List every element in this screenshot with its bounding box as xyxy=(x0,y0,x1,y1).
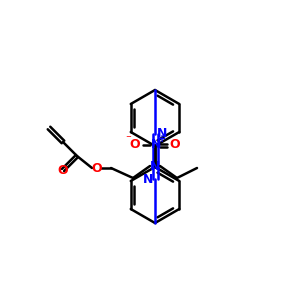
Text: N: N xyxy=(143,172,153,186)
Text: +: + xyxy=(158,134,166,144)
Text: O: O xyxy=(170,139,180,152)
Text: O: O xyxy=(92,161,102,175)
Text: N: N xyxy=(150,160,160,172)
Text: O: O xyxy=(58,164,68,176)
Text: ⁻: ⁻ xyxy=(125,134,131,144)
Text: O: O xyxy=(130,139,140,152)
Text: N: N xyxy=(151,139,161,152)
Text: N: N xyxy=(157,128,167,140)
